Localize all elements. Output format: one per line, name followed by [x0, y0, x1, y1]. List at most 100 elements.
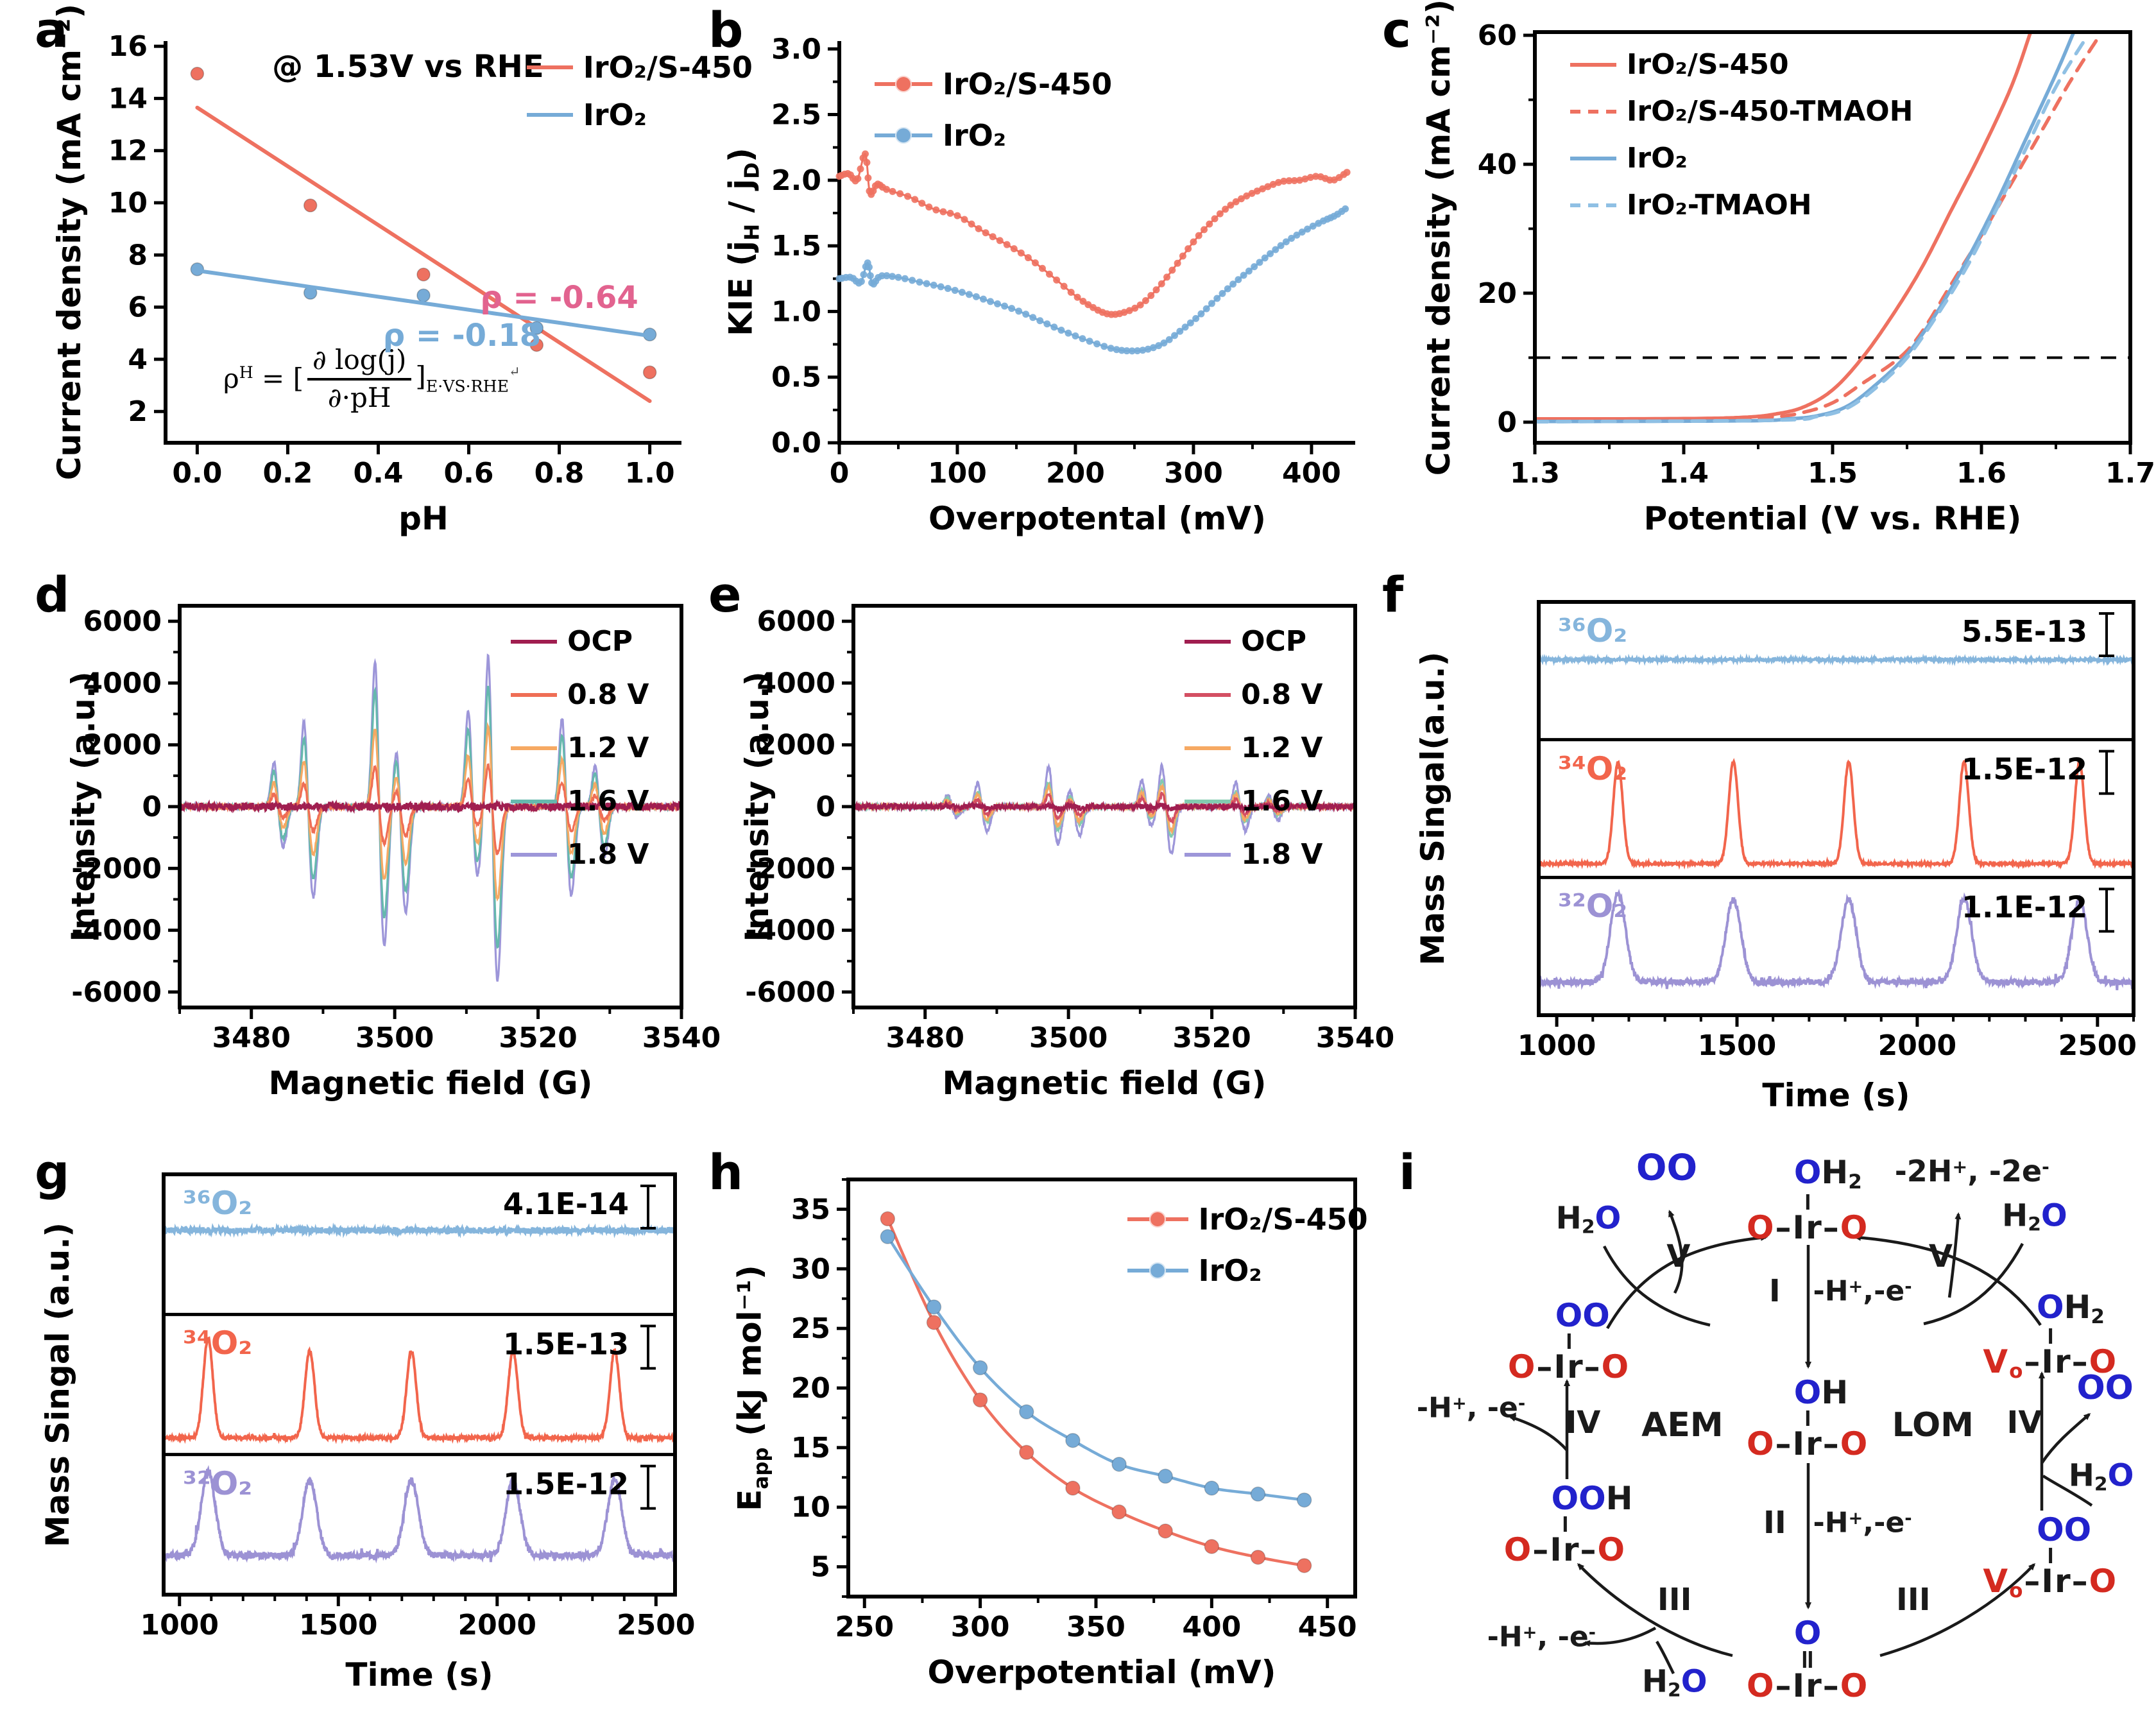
x-tick-label: 1000 — [1518, 1029, 1596, 1062]
legend-entry: IrO₂ — [1570, 142, 1913, 175]
panel-h: h 250 300 350 400 450 5 10 15 20 25 30 35 Overpotent… — [699, 1142, 1373, 1714]
series-marker — [982, 229, 989, 237]
series-marker — [1224, 285, 1231, 293]
y-tick-label: 6000 — [757, 605, 835, 638]
series-marker — [1301, 175, 1309, 183]
series-marker — [861, 150, 869, 158]
series-marker — [1280, 177, 1288, 185]
series-marker — [863, 159, 871, 166]
swatch-line — [511, 692, 558, 697]
legend-label: 1.2 V — [567, 732, 649, 764]
series-marker — [1186, 319, 1194, 327]
data-point — [1158, 1468, 1173, 1484]
ligand: O — [1794, 1617, 1822, 1649]
token: – — [1822, 1209, 1840, 1247]
base-row: Vo–Ir–O — [1983, 1346, 2118, 1382]
token: O — [1503, 1531, 1533, 1569]
step-i: I — [1769, 1273, 1781, 1309]
series-marker — [1136, 301, 1144, 309]
token: -H — [1416, 1391, 1452, 1425]
swatch-marker — [895, 127, 912, 144]
legend: IrO₂/S-450 IrO₂/S-450-TMAOH IrO₂ IrO₂-TMAOH — [1570, 48, 1913, 221]
series-marker — [1256, 259, 1263, 266]
series-marker — [1123, 347, 1131, 355]
base-row: O–Ir–O — [1747, 1670, 1869, 1702]
legend-entry: 1.2 V — [1185, 732, 1322, 764]
y-tick-label: -6000 — [745, 976, 835, 1009]
series-marker — [1176, 327, 1184, 335]
token: O — [1555, 1297, 1583, 1335]
series-marker — [1107, 345, 1115, 352]
data-point — [416, 288, 431, 303]
data-point — [642, 365, 657, 379]
y-tick-label: 0 — [142, 791, 162, 823]
y-tick-label: 14 — [108, 82, 148, 115]
token: IV — [2006, 1404, 2042, 1441]
series-marker — [1259, 185, 1267, 193]
scale-bar — [2099, 612, 2114, 657]
series-marker — [1125, 307, 1133, 314]
series-marker — [1142, 297, 1149, 305]
series-marker — [1235, 276, 1242, 284]
series-marker — [1227, 201, 1235, 209]
series-marker — [1267, 250, 1274, 257]
oo-release-right: OO — [2076, 1369, 2133, 1407]
data-point — [1019, 1404, 1034, 1419]
line-swatch — [1185, 746, 1231, 751]
y-tick-label: 0 — [1497, 406, 1517, 439]
data-point — [972, 1392, 988, 1408]
data-point — [1250, 1549, 1266, 1565]
y-tick-label: 1.5 — [771, 230, 821, 262]
series-marker — [1219, 289, 1226, 297]
oo-release-left: OO — [1636, 1147, 1697, 1189]
minus-h-e-iv-left: -H+, -e- — [1417, 1392, 1525, 1425]
token: – — [1775, 1425, 1793, 1463]
legend: IrO₂/S-450 IrO₂ — [526, 50, 753, 132]
series-marker — [1043, 320, 1051, 328]
series-marker — [979, 295, 987, 303]
series-marker — [1232, 198, 1240, 205]
panel-g: g 1000 1500 2000 2500 4.1E-14 1.5E-13 1.5E-12 ³… — [26, 1142, 699, 1714]
series-marker — [968, 220, 975, 228]
panel-e: e 3480 3500 3520 3540 -6000 -4000 -2000 0 2000 40… — [699, 565, 1394, 1142]
y-axis-label: Intensity (a.u.) — [739, 671, 776, 942]
molecule-m1: OH2 O–Ir–O — [1747, 1156, 1869, 1244]
ligand: OO — [1555, 1299, 1610, 1332]
molecule-m5: OOH O–Ir–O — [1503, 1482, 1633, 1569]
series-marker — [857, 165, 864, 173]
series-marker — [1293, 231, 1301, 239]
ligand: OH2 — [2037, 1291, 2105, 1327]
token: + — [1952, 1156, 1968, 1178]
series-line — [195, 268, 652, 338]
series-marker — [1201, 226, 1208, 234]
series-marker — [1010, 245, 1018, 253]
panel-letter-e: e — [708, 566, 742, 623]
token: O — [1746, 1209, 1775, 1247]
chart-e-svg: 3480 3500 3520 3540 -6000 -4000 -2000 0 2000 4000… — [745, 604, 1394, 1054]
series-marker — [1168, 266, 1176, 274]
series-marker — [1053, 276, 1061, 284]
y-tick-label: 6 — [128, 291, 148, 324]
base-row: O–Ir–O — [1508, 1351, 1630, 1383]
plot-axes — [164, 41, 681, 445]
scale-label: 1.5E-12 — [1962, 752, 2087, 787]
token: Ir — [1792, 1209, 1823, 1247]
mechanism-arrow-5 — [1854, 1234, 2042, 1326]
x-tick-label: 450 — [1298, 1611, 1357, 1643]
chart-g-svg: 1000 1500 2000 2500 4.1E-14 1.5E-13 1.5E-12 — [141, 1172, 696, 1641]
series-marker — [901, 275, 909, 282]
x-tick-label: 1500 — [1698, 1029, 1776, 1062]
series-marker — [1008, 305, 1016, 313]
panel-a: a 0.0 0.2 0.4 0.6 0.8 1.0 2 4 6 8 10 12 14 16 pH Curren… — [26, 0, 753, 565]
series-marker — [1155, 342, 1163, 350]
single-bond — [1563, 1516, 1567, 1532]
scale-label: 1.5E-12 — [503, 1467, 629, 1502]
y-tick-label: -6000 — [71, 976, 162, 1009]
x-tick-label: 3500 — [355, 1022, 434, 1054]
series-marker — [1128, 347, 1136, 355]
y-tick-label: 25 — [791, 1312, 830, 1345]
y-tick-label: 12 — [108, 135, 148, 167]
x-tick-label: 3520 — [499, 1022, 577, 1054]
token: Ir — [1792, 1425, 1823, 1463]
x-tick-label: 1000 — [141, 1609, 219, 1641]
